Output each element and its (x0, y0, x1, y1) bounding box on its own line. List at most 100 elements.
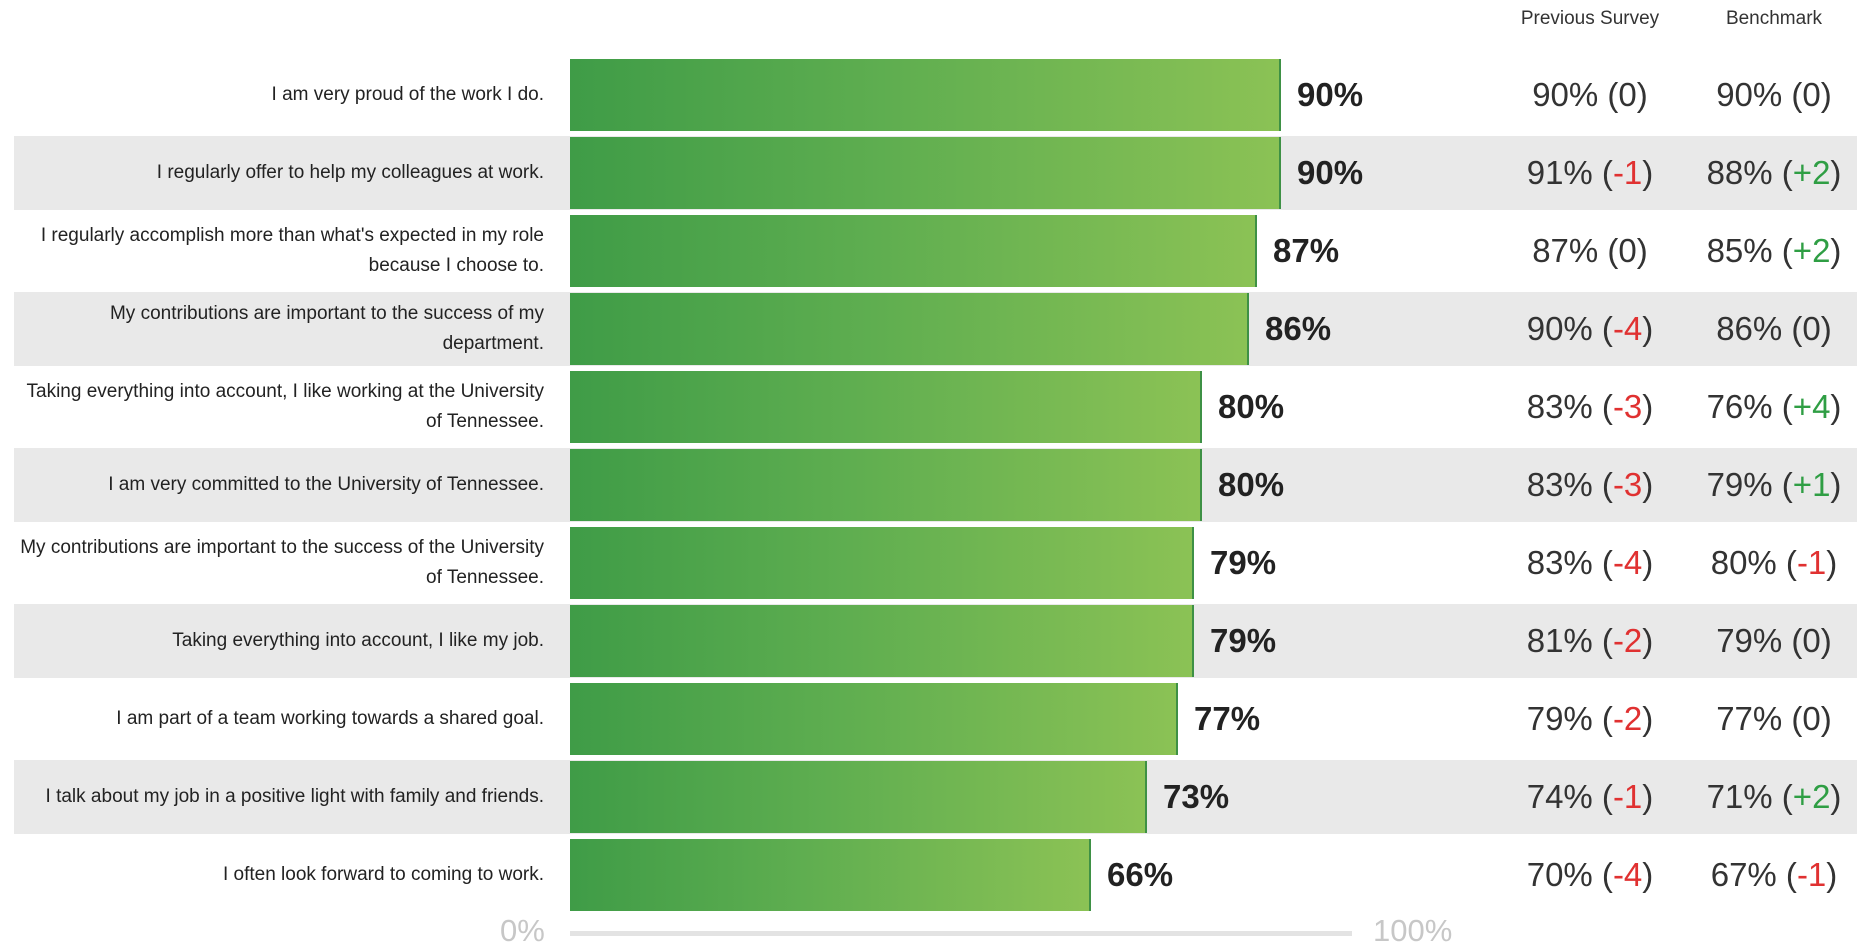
benchmark-cell-percent: 85% ( (1706, 232, 1793, 269)
benchmark-cell-percent: 76% ( (1706, 388, 1793, 425)
benchmark-cell-percent: 71% ( (1706, 778, 1793, 815)
benchmark-cell-diff: +4 (1792, 388, 1831, 425)
previous-survey-cell-close: ) (1642, 856, 1654, 893)
previous-survey-cell-percent: 79% ( (1526, 700, 1613, 737)
previous-survey-cell-percent: 74% ( (1526, 778, 1613, 815)
benchmark-cell: 79% (+1) (1674, 448, 1857, 522)
benchmark-cell-diff: +2 (1792, 778, 1831, 815)
score-bar (570, 215, 1257, 287)
previous-survey-cell-diff: -2 (1612, 700, 1643, 737)
benchmark-cell: 71% (+2) (1674, 760, 1857, 834)
benchmark-cell-close: ) (1826, 856, 1838, 893)
benchmark-cell-diff: 0 (1802, 310, 1821, 347)
score-bar (570, 449, 1202, 521)
statement-label: I regularly accomplish more than what's … (40, 225, 544, 276)
benchmark-cell-close: ) (1826, 544, 1838, 581)
score-value-label: 87% (1273, 232, 1340, 269)
benchmark-cell-percent: 77% ( (1716, 700, 1803, 737)
previous-survey-cell-percent: 90% ( (1532, 76, 1619, 113)
previous-survey-cell-diff: 0 (1618, 232, 1637, 269)
previous-survey-cell-diff: -2 (1612, 622, 1643, 659)
table-row: I regularly accomplish more than what's … (14, 214, 1857, 288)
benchmark-cell-diff: -1 (1796, 856, 1827, 893)
statement-label: Taking everything into account, I like w… (26, 381, 544, 432)
score-value-label: 79% (1210, 544, 1277, 581)
previous-survey-cell-percent: 81% ( (1526, 622, 1613, 659)
previous-survey-cell-diff: -3 (1612, 388, 1643, 425)
benchmark-cell-percent: 88% ( (1706, 154, 1793, 191)
previous-survey-cell: 91% (-1) (1490, 136, 1690, 210)
table-row: My contributions are important to the su… (14, 526, 1857, 600)
score-value-label: 66% (1107, 856, 1174, 893)
previous-survey-cell: 83% (-3) (1490, 370, 1690, 444)
previous-survey-cell-diff: -1 (1612, 778, 1643, 815)
score-value-label: 73% (1163, 778, 1230, 815)
score-value-label: 90% (1297, 154, 1364, 191)
table-row: I regularly offer to help my colleagues … (14, 136, 1857, 210)
benchmark-cell-close: ) (1830, 778, 1842, 815)
benchmark-cell-percent: 67% ( (1710, 856, 1797, 893)
table-row: I am very proud of the work I do. 90% 90% … (14, 58, 1857, 132)
statement-label: My contributions are important to the su… (20, 537, 544, 588)
benchmark-cell: 77% (0) (1674, 682, 1857, 756)
benchmark-cell: 85% (+2) (1674, 214, 1857, 288)
benchmark-cell-diff: 0 (1802, 76, 1821, 113)
previous-survey-cell-close: ) (1642, 622, 1654, 659)
previous-survey-cell: 83% (-3) (1490, 448, 1690, 522)
table-row: I talk about my job in a positive light … (14, 760, 1857, 834)
previous-survey-cell-diff: -4 (1612, 544, 1643, 581)
previous-survey-cell-percent: 87% ( (1532, 232, 1619, 269)
benchmark-cell: 80% (-1) (1674, 526, 1857, 600)
benchmark-cell-diff: -1 (1796, 544, 1827, 581)
previous-survey-cell-diff: -4 (1612, 310, 1643, 347)
previous-survey-cell-percent: 83% ( (1526, 466, 1613, 503)
benchmark-cell-percent: 79% ( (1706, 466, 1793, 503)
statement-label: I am very committed to the University of… (108, 474, 544, 495)
benchmark-cell: 79% (0) (1674, 604, 1857, 678)
benchmark-cell: 86% (0) (1674, 292, 1857, 366)
score-bar (570, 137, 1281, 209)
table-row: I am part of a team working towards a sh… (14, 682, 1857, 756)
score-value-label: 80% (1218, 466, 1285, 503)
benchmark-cell-diff: +1 (1792, 466, 1831, 503)
previous-survey-cell: 90% (-4) (1490, 292, 1690, 366)
benchmark-cell-diff: +2 (1792, 232, 1831, 269)
previous-survey-header: Previous Survey (1520, 8, 1660, 29)
benchmark-cell-percent: 80% ( (1710, 544, 1797, 581)
benchmark-cell-close: ) (1830, 466, 1842, 503)
score-value-label: 80% (1218, 388, 1285, 425)
benchmark-cell-diff: 0 (1802, 622, 1821, 659)
previous-survey-cell-close: ) (1642, 778, 1654, 815)
previous-survey-cell: 74% (-1) (1490, 760, 1690, 834)
statement-label: My contributions are important to the su… (109, 303, 544, 354)
table-row: I often look forward to coming to work. 6… (14, 838, 1857, 912)
table-row: I am very committed to the University of… (14, 448, 1857, 522)
score-bar (570, 527, 1194, 599)
score-bar (570, 59, 1281, 131)
previous-survey-cell-diff: -1 (1612, 154, 1643, 191)
previous-survey-cell-percent: 90% ( (1526, 310, 1613, 347)
score-bar (570, 839, 1091, 911)
previous-survey-cell: 90% (0) (1490, 58, 1690, 132)
statement-label: I often look forward to coming to work. (222, 864, 544, 885)
score-bar (570, 683, 1178, 755)
statement-label: I talk about my job in a positive light … (45, 786, 544, 807)
previous-survey-cell-diff: -4 (1612, 856, 1643, 893)
statement-label: Taking everything into account, I like m… (172, 630, 544, 651)
score-value-label: 79% (1210, 622, 1277, 659)
benchmark-cell: 67% (-1) (1674, 838, 1857, 912)
benchmark-cell-close: ) (1820, 700, 1832, 737)
table-row: My contributions are important to the su… (14, 292, 1857, 366)
table-row: Taking everything into account, I like w… (14, 370, 1857, 444)
previous-survey-cell: 70% (-4) (1490, 838, 1690, 912)
x-axis-min-label: 0% (500, 913, 545, 948)
previous-survey-cell-close: ) (1642, 466, 1654, 503)
previous-survey-cell-diff: 0 (1618, 76, 1637, 113)
previous-survey-cell: 79% (-2) (1490, 682, 1690, 756)
benchmark-cell-close: ) (1830, 388, 1842, 425)
previous-survey-cell-close: ) (1642, 700, 1654, 737)
previous-survey-cell-percent: 70% ( (1526, 856, 1613, 893)
previous-survey-cell-percent: 83% ( (1526, 388, 1613, 425)
previous-survey-cell-close: ) (1642, 154, 1654, 191)
